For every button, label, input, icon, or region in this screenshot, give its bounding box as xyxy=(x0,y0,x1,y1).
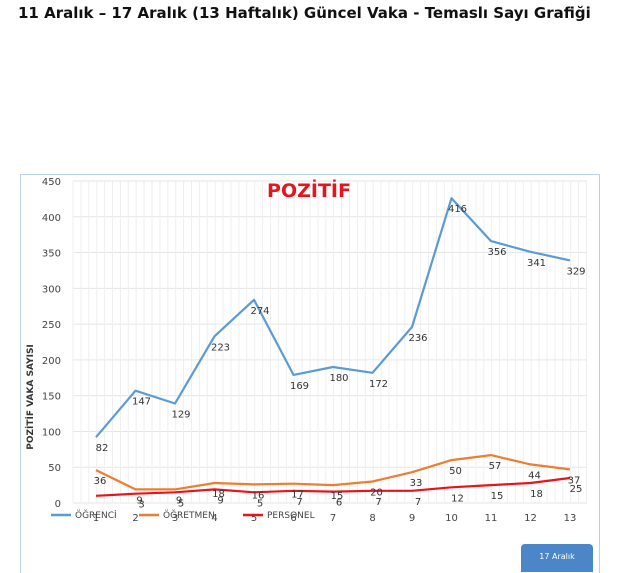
legend: ÖĞRENCİ ÖĞRETMEN PERSONEL xyxy=(51,509,315,521)
data-label: 3 xyxy=(138,500,144,511)
data-label: 180 xyxy=(329,373,348,384)
data-label: 5 xyxy=(178,498,184,509)
data-label: 236 xyxy=(408,333,427,344)
y-tick-label: 150 xyxy=(42,392,61,403)
y-tick-label: 300 xyxy=(42,284,61,295)
gridlines xyxy=(72,180,587,504)
data-label: 5 xyxy=(257,498,263,509)
x-tick-label: 6 xyxy=(290,513,296,524)
data-label: 274 xyxy=(250,306,269,317)
data-label: 7 xyxy=(296,497,302,508)
data-label: 329 xyxy=(566,266,585,277)
series-line-2 xyxy=(95,454,571,491)
data-label: 37 xyxy=(568,475,581,486)
x-tick-label: 7 xyxy=(330,513,336,524)
data-label: 147 xyxy=(132,397,151,408)
x-tick-label: 4 xyxy=(211,513,217,524)
x-axis-ticks: 1 2 3 4 5 6 7 8 9 10 11 12 13 xyxy=(93,513,577,524)
data-label: 15 xyxy=(331,491,344,502)
page-title: 11 Aralık – 17 Aralık (13 Haftalık) Günc… xyxy=(18,4,591,22)
y-tick-label: 50 xyxy=(48,463,61,474)
x-tick-label: 8 xyxy=(369,513,375,524)
x-tick-label: 10 xyxy=(445,513,458,524)
x-tick-label: 5 xyxy=(251,513,257,524)
data-label: 9 xyxy=(136,495,142,506)
data-label: 50 xyxy=(449,466,462,477)
data-labels: 8214712922327416918017223641635634132936… xyxy=(94,204,586,511)
data-label: 33 xyxy=(410,478,423,489)
y-tick-label: 250 xyxy=(42,320,61,331)
data-label: 82 xyxy=(96,443,109,454)
data-label: 6 xyxy=(336,498,342,509)
data-label: 44 xyxy=(528,470,541,481)
y-tick-label: 350 xyxy=(42,249,61,260)
data-label: 25 xyxy=(570,484,583,495)
date-tab[interactable]: 17 Aralık xyxy=(521,544,593,572)
y-tick-label: 0 xyxy=(55,499,61,510)
y-tick-label: 450 xyxy=(42,177,61,188)
data-label: 36 xyxy=(94,476,107,487)
data-label: 9 xyxy=(217,495,223,506)
data-label: 9 xyxy=(176,495,182,506)
x-tick-label: 11 xyxy=(485,513,498,524)
data-label: 356 xyxy=(487,247,506,258)
data-label: 15 xyxy=(491,491,504,502)
y-axis-ticks: 0 50 100 150 200 250 300 350 400 450 xyxy=(42,177,61,510)
x-tick-label: 2 xyxy=(132,513,138,524)
data-label: 7 xyxy=(415,497,421,508)
data-label: 17 xyxy=(291,490,304,501)
data-label: 341 xyxy=(527,258,546,269)
data-label: 12 xyxy=(451,493,464,504)
chart-frame: 0 50 100 150 200 250 300 350 400 450 1 2 3 4 5 6 7 8 9 10 1… xyxy=(20,174,600,573)
data-label: 20 xyxy=(370,488,383,499)
legend-entry: PERSONEL xyxy=(267,511,315,521)
series-line-3 xyxy=(95,476,571,497)
y-axis-label: POZİTİF VAKA SAYISI xyxy=(25,344,36,450)
series-lines xyxy=(95,197,571,497)
data-label: 416 xyxy=(448,204,467,215)
legend-entry: ÖĞRENCİ xyxy=(75,509,117,521)
data-label: 169 xyxy=(290,381,309,392)
chart-title: POZİTİF xyxy=(267,178,351,202)
x-tick-label: 13 xyxy=(564,513,577,524)
x-tick-label: 1 xyxy=(93,513,99,524)
data-label: 57 xyxy=(489,461,502,472)
data-label: 18 xyxy=(212,489,225,500)
data-label: 7 xyxy=(375,497,381,508)
y-tick-label: 100 xyxy=(42,427,61,438)
data-label: 223 xyxy=(211,342,230,353)
x-tick-label: 3 xyxy=(172,513,178,524)
x-tick-label: 12 xyxy=(524,513,537,524)
y-tick-label: 200 xyxy=(42,356,61,367)
data-label: 172 xyxy=(369,379,388,390)
x-tick-label: 9 xyxy=(409,513,415,524)
series-line-1 xyxy=(95,197,571,438)
y-tick-label: 400 xyxy=(42,213,61,224)
legend-entry: ÖĞRETMEN xyxy=(163,509,215,521)
data-label: 16 xyxy=(252,490,265,501)
data-label: 18 xyxy=(530,489,543,500)
data-label: 129 xyxy=(171,410,190,421)
